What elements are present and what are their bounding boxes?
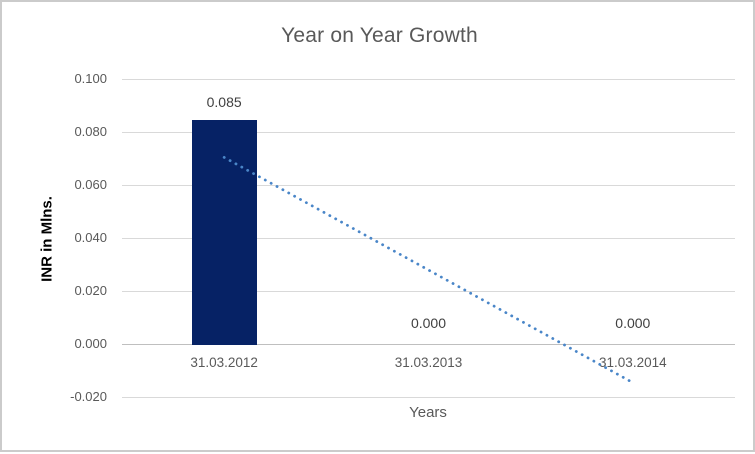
y-tick-label: -0.020 bbox=[70, 389, 107, 404]
data-label: 0.085 bbox=[206, 93, 242, 110]
x-axis-title: Years bbox=[409, 404, 447, 421]
gridline bbox=[122, 132, 735, 133]
category-label: 31.03.2014 bbox=[599, 355, 667, 370]
y-tick-label: 0.020 bbox=[74, 283, 107, 298]
category-label: 31.03.2012 bbox=[190, 355, 258, 370]
bar bbox=[191, 119, 257, 345]
gridline bbox=[122, 79, 735, 80]
y-tick-label: 0.000 bbox=[74, 336, 107, 351]
gridline bbox=[122, 397, 735, 398]
data-label: 0.000 bbox=[615, 315, 651, 331]
y-tick-label: 0.080 bbox=[74, 124, 107, 139]
y-tick-label: 0.060 bbox=[74, 177, 107, 192]
category-label: 31.03.2013 bbox=[394, 355, 463, 370]
data-label: 0.000 bbox=[410, 315, 447, 331]
chart-title: Year on Year Growth bbox=[281, 24, 478, 47]
y-tick-label: 0.040 bbox=[74, 230, 107, 245]
y-tick-label: 0.100 bbox=[74, 71, 107, 86]
